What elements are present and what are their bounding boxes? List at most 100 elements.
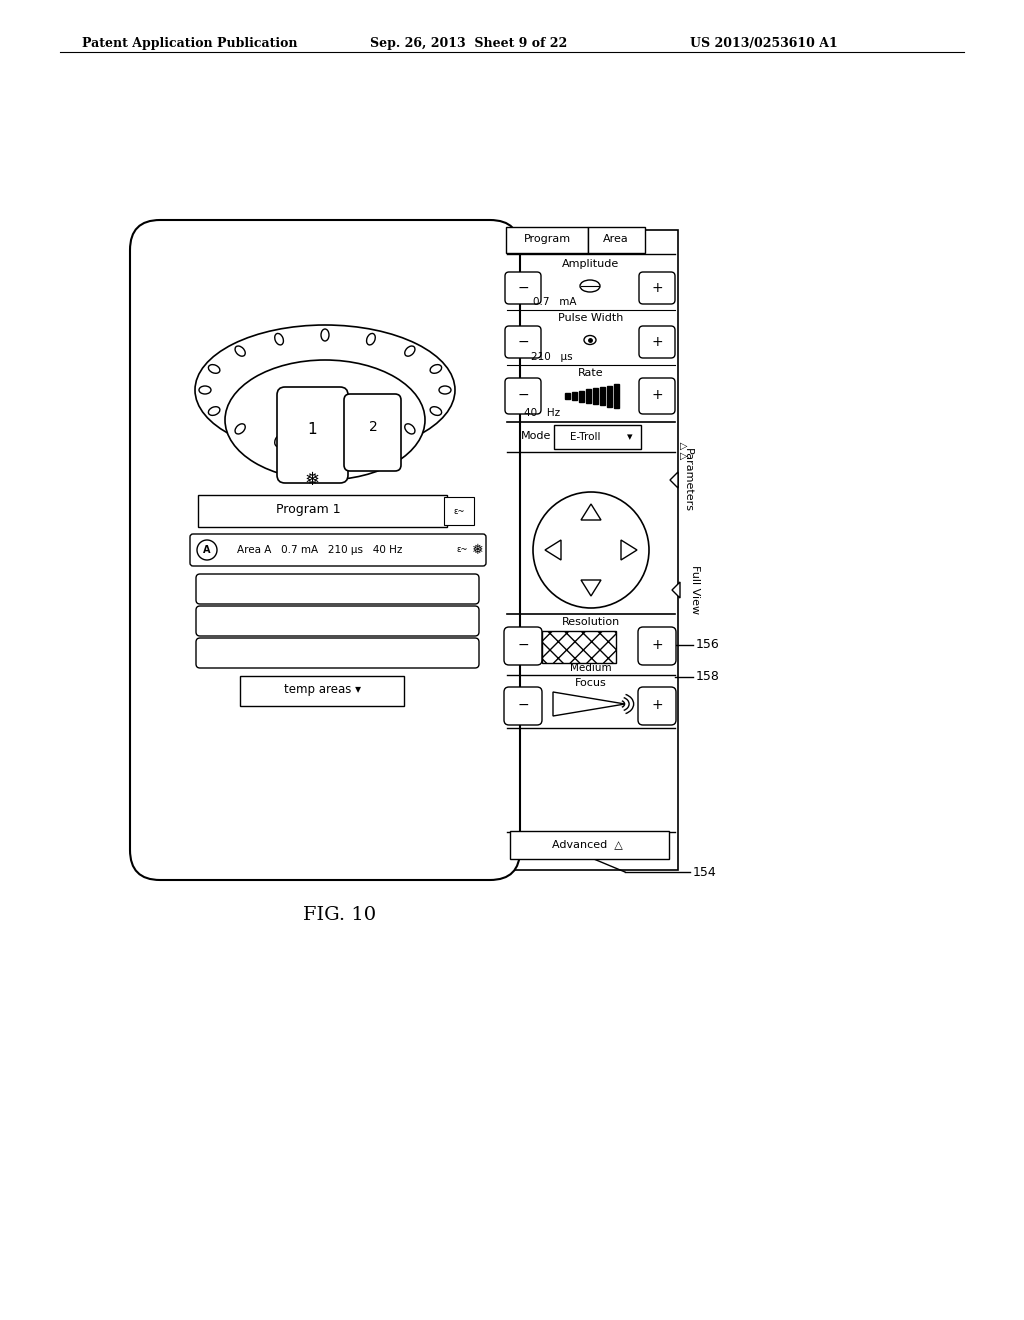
Ellipse shape bbox=[430, 364, 441, 374]
Ellipse shape bbox=[580, 280, 600, 292]
FancyBboxPatch shape bbox=[504, 686, 542, 725]
Text: +: + bbox=[651, 638, 663, 652]
Bar bbox=[572, 392, 577, 400]
FancyBboxPatch shape bbox=[639, 272, 675, 304]
Text: −: − bbox=[517, 638, 528, 652]
Text: +: + bbox=[651, 698, 663, 711]
Text: Pulse Width: Pulse Width bbox=[558, 313, 624, 323]
FancyBboxPatch shape bbox=[196, 606, 479, 636]
FancyBboxPatch shape bbox=[510, 832, 669, 859]
FancyBboxPatch shape bbox=[198, 495, 447, 527]
Text: +: + bbox=[651, 335, 663, 348]
FancyBboxPatch shape bbox=[639, 326, 675, 358]
Ellipse shape bbox=[584, 335, 596, 345]
Ellipse shape bbox=[236, 346, 245, 356]
Ellipse shape bbox=[208, 407, 220, 416]
Bar bbox=[600, 387, 605, 405]
Ellipse shape bbox=[367, 436, 375, 446]
Bar bbox=[579, 391, 584, 401]
FancyBboxPatch shape bbox=[638, 627, 676, 665]
Bar bbox=[565, 393, 570, 399]
FancyBboxPatch shape bbox=[444, 498, 474, 525]
FancyBboxPatch shape bbox=[504, 627, 542, 665]
Ellipse shape bbox=[430, 407, 441, 416]
Polygon shape bbox=[545, 540, 561, 560]
FancyBboxPatch shape bbox=[639, 378, 675, 414]
Text: Focus: Focus bbox=[575, 678, 607, 688]
Text: ε~: ε~ bbox=[457, 545, 468, 554]
Polygon shape bbox=[670, 473, 678, 488]
FancyBboxPatch shape bbox=[278, 387, 348, 483]
Ellipse shape bbox=[404, 346, 415, 356]
Text: 156: 156 bbox=[696, 639, 720, 652]
Ellipse shape bbox=[404, 424, 415, 434]
Text: 158: 158 bbox=[696, 671, 720, 684]
Text: A: A bbox=[203, 545, 211, 554]
Text: 210   μs: 210 μs bbox=[531, 352, 572, 362]
Ellipse shape bbox=[321, 440, 329, 451]
Text: Amplitude: Amplitude bbox=[562, 259, 620, 269]
Text: temp areas ▾: temp areas ▾ bbox=[284, 684, 360, 697]
FancyBboxPatch shape bbox=[505, 378, 541, 414]
Ellipse shape bbox=[274, 436, 284, 446]
Bar bbox=[586, 389, 591, 403]
Text: 40   Hz: 40 Hz bbox=[524, 408, 560, 418]
FancyBboxPatch shape bbox=[240, 676, 404, 706]
Text: Mode: Mode bbox=[521, 432, 551, 441]
Ellipse shape bbox=[236, 424, 245, 434]
FancyBboxPatch shape bbox=[638, 686, 676, 725]
Ellipse shape bbox=[195, 325, 455, 455]
Ellipse shape bbox=[208, 364, 220, 374]
Text: ▷: ▷ bbox=[680, 441, 688, 451]
Text: −: − bbox=[517, 388, 528, 403]
Ellipse shape bbox=[199, 385, 211, 393]
Text: ▷: ▷ bbox=[680, 451, 688, 461]
Bar bbox=[614, 384, 618, 408]
Text: FIG. 10: FIG. 10 bbox=[303, 906, 377, 924]
FancyBboxPatch shape bbox=[554, 425, 641, 449]
Polygon shape bbox=[672, 582, 680, 598]
FancyBboxPatch shape bbox=[505, 326, 541, 358]
Bar bbox=[593, 388, 598, 404]
Text: Sep. 26, 2013  Sheet 9 of 22: Sep. 26, 2013 Sheet 9 of 22 bbox=[370, 37, 567, 50]
Polygon shape bbox=[581, 579, 601, 597]
Text: Area A   0.7 mA   210 μs   40 Hz: Area A 0.7 mA 210 μs 40 Hz bbox=[238, 545, 402, 554]
Text: +: + bbox=[651, 281, 663, 294]
Text: 1: 1 bbox=[307, 422, 316, 437]
FancyBboxPatch shape bbox=[148, 230, 678, 870]
Text: +: + bbox=[651, 388, 663, 403]
Text: ❅: ❅ bbox=[472, 543, 483, 557]
Text: Medium: Medium bbox=[570, 663, 611, 673]
Text: ε~: ε~ bbox=[454, 507, 465, 516]
Text: −: − bbox=[517, 698, 528, 711]
Ellipse shape bbox=[367, 334, 375, 345]
FancyBboxPatch shape bbox=[196, 574, 479, 605]
Text: Patent Application Publication: Patent Application Publication bbox=[82, 37, 298, 50]
Text: Area: Area bbox=[603, 234, 629, 244]
Text: ▾: ▾ bbox=[627, 432, 633, 442]
Text: Resolution: Resolution bbox=[562, 616, 621, 627]
Ellipse shape bbox=[321, 329, 329, 341]
Text: Program 1: Program 1 bbox=[275, 503, 340, 516]
Bar bbox=[607, 385, 612, 407]
FancyBboxPatch shape bbox=[588, 227, 645, 253]
Text: US 2013/0253610 A1: US 2013/0253610 A1 bbox=[690, 37, 838, 50]
Text: Rate: Rate bbox=[579, 368, 604, 378]
Circle shape bbox=[534, 492, 649, 609]
Text: Full View: Full View bbox=[690, 565, 700, 615]
Ellipse shape bbox=[439, 385, 451, 393]
Polygon shape bbox=[621, 540, 637, 560]
Text: Parameters: Parameters bbox=[683, 447, 693, 512]
FancyBboxPatch shape bbox=[344, 393, 401, 471]
Polygon shape bbox=[581, 504, 601, 520]
Ellipse shape bbox=[225, 360, 425, 480]
FancyBboxPatch shape bbox=[505, 272, 541, 304]
Text: 0.7   mA: 0.7 mA bbox=[534, 297, 577, 308]
Text: 2: 2 bbox=[369, 420, 378, 434]
FancyBboxPatch shape bbox=[506, 227, 588, 253]
FancyBboxPatch shape bbox=[196, 638, 479, 668]
Text: Advanced  △: Advanced △ bbox=[552, 840, 623, 849]
FancyBboxPatch shape bbox=[190, 535, 486, 566]
FancyBboxPatch shape bbox=[130, 220, 520, 880]
Ellipse shape bbox=[274, 334, 284, 345]
